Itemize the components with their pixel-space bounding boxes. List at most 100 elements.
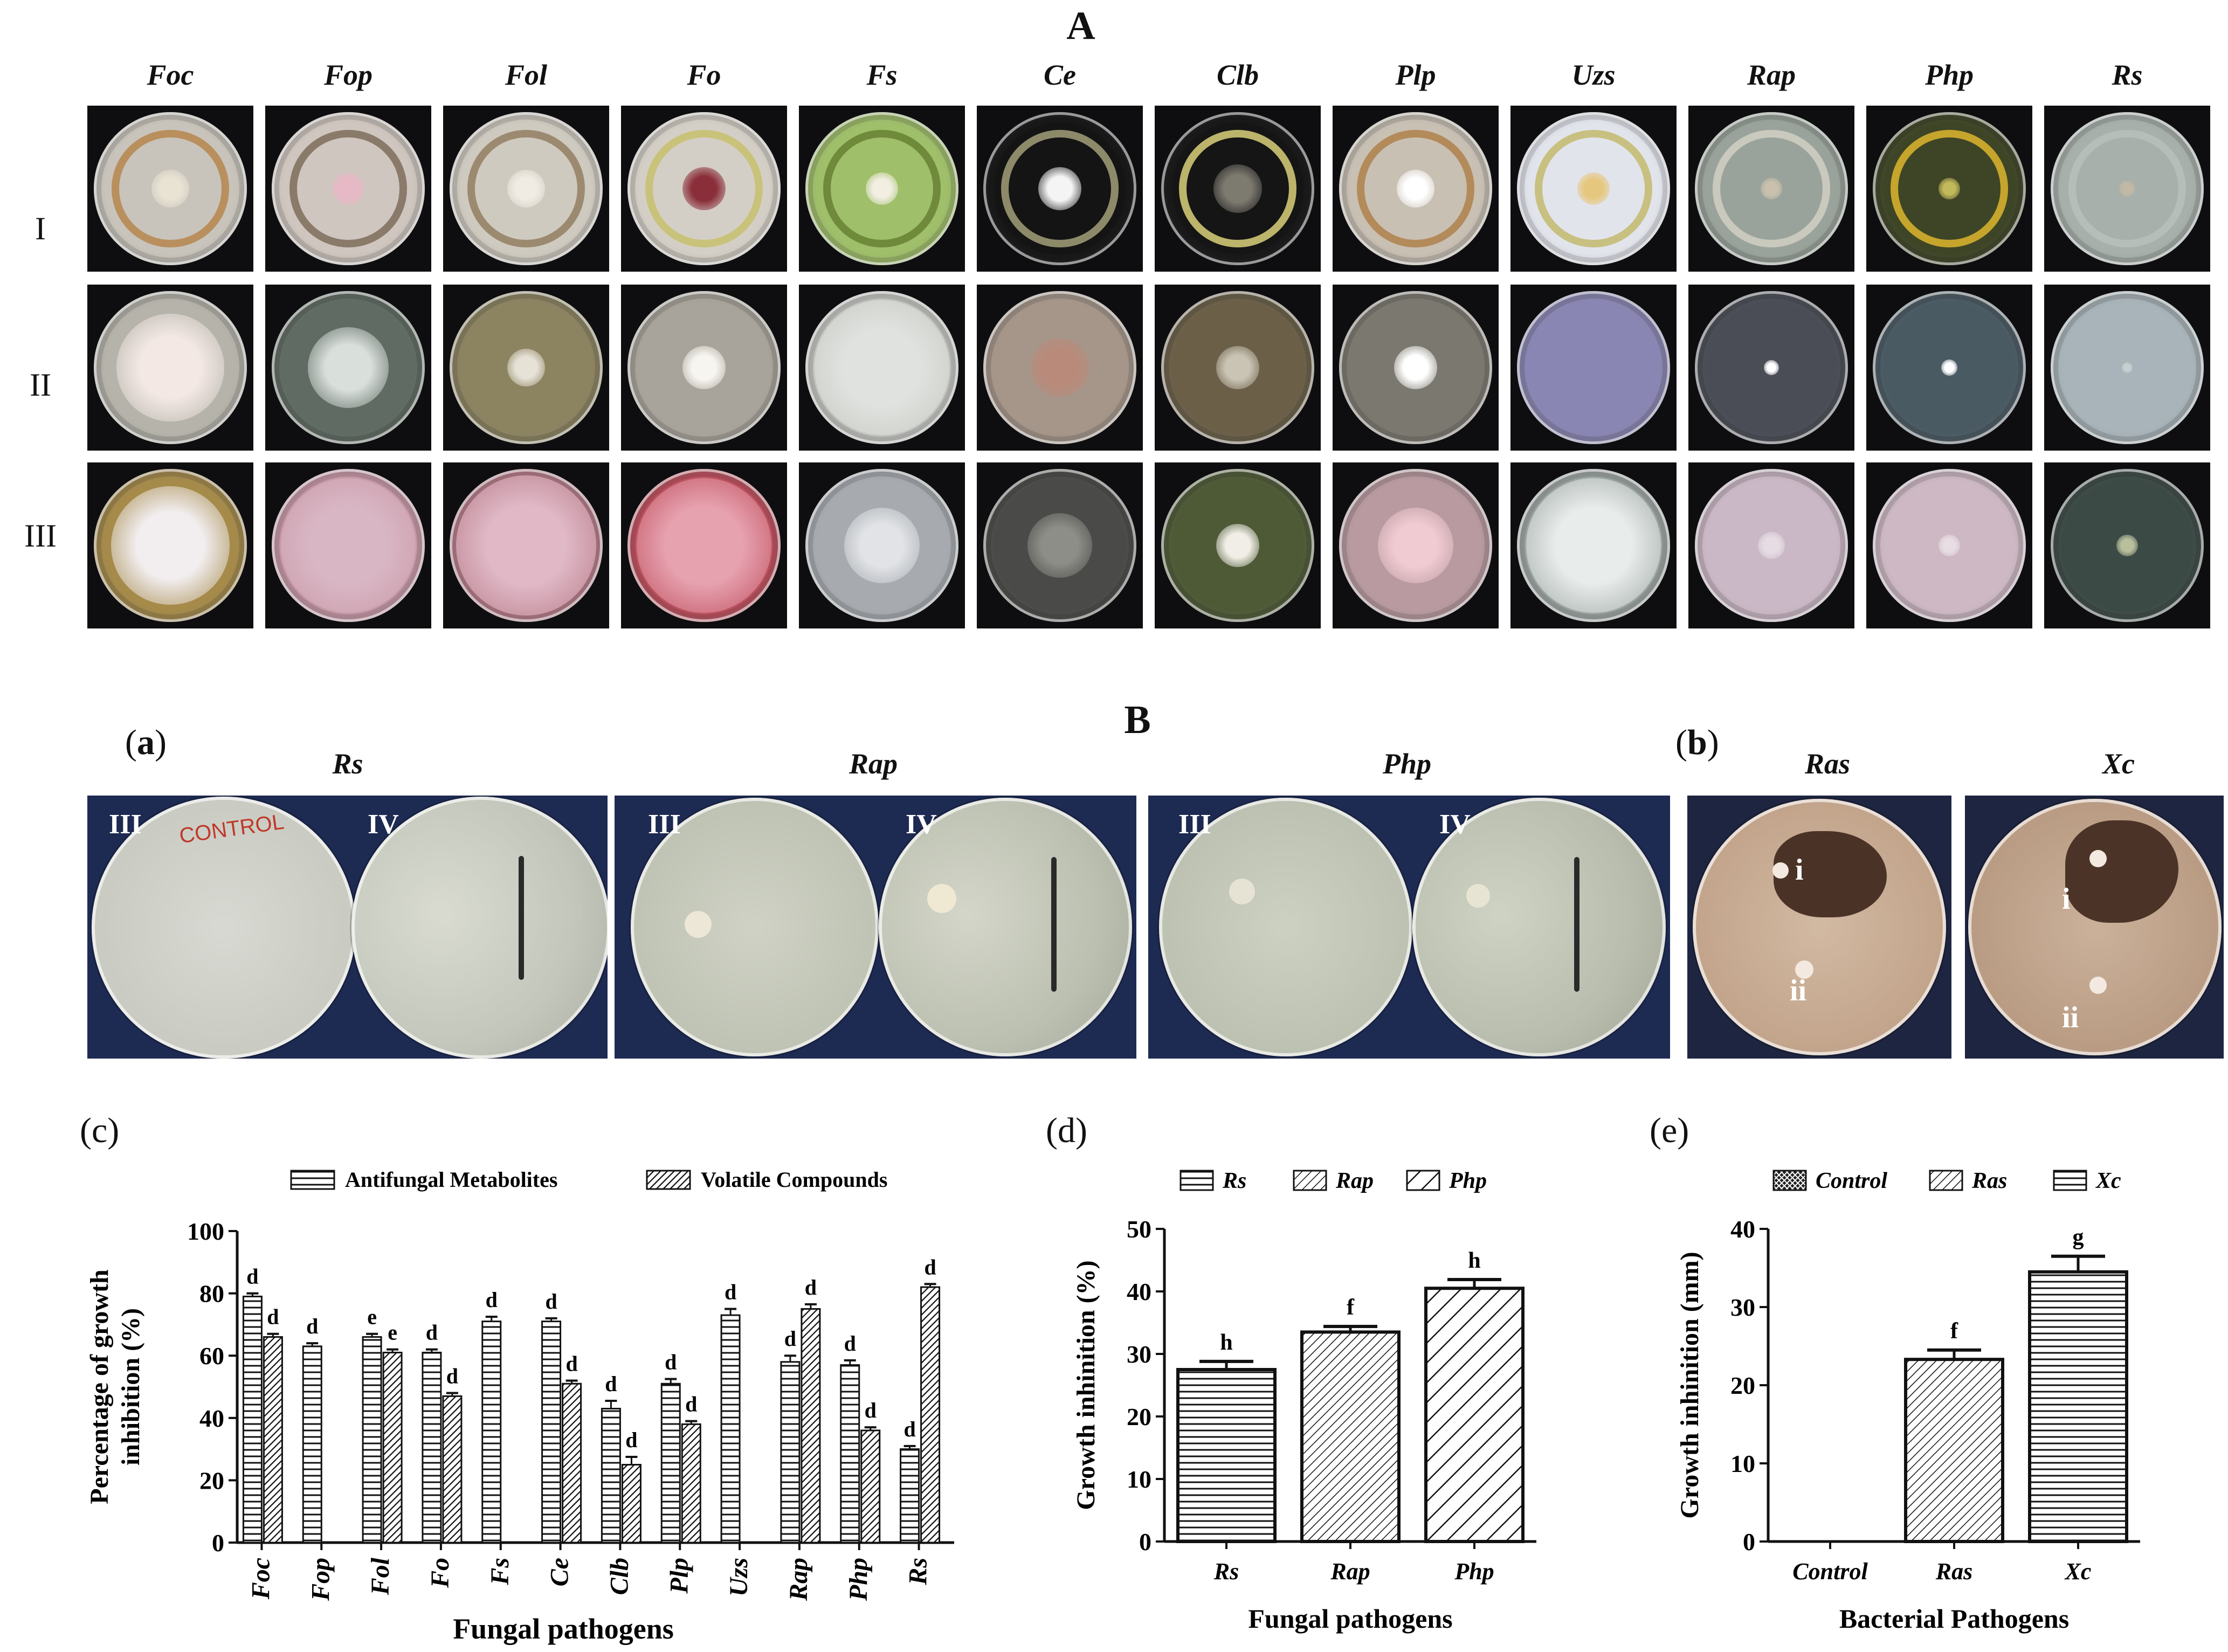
significance-letter: d [267, 1305, 279, 1329]
significance-letter: d [665, 1350, 677, 1374]
significance-letter: d [865, 1398, 877, 1422]
organism-label-rap: Rap [1747, 59, 1796, 91]
bar-fol-volatile [382, 1351, 403, 1544]
petri-plate-fol-row-2 [443, 285, 609, 451]
petri-plate-plp-row-1 [1333, 106, 1499, 272]
y-tick-label: 10 [1127, 1466, 1151, 1493]
significance-letter: d [784, 1326, 796, 1351]
bar-rap [1300, 1330, 1401, 1543]
spot-label-ras-i: i [1795, 853, 1804, 887]
x-tick-label-fol: Fol [366, 1557, 395, 1595]
bar-fs-metabolites [481, 1321, 502, 1544]
legend-label-1: Antifungal Metabolites [345, 1167, 557, 1192]
significance-letter: d [805, 1275, 817, 1300]
chart-c: (c) 0 20 40 60 80 100 Percentage of growth inhi… [0, 1110, 1024, 1649]
panel-a-letter: A [1066, 4, 1095, 48]
y-axis-title-line-2: inhibition (%) [116, 1308, 145, 1466]
petri-plate-clb-row-1 [1155, 106, 1321, 272]
plate-label-rap-4: IV [906, 809, 937, 840]
petri-plate-fs-row-3 [799, 462, 965, 628]
petri-plate-fol-row-3 [443, 462, 609, 628]
plate-rap-dual [879, 798, 1132, 1056]
plate-ras [1693, 799, 1946, 1055]
significance-letter: f [1950, 1319, 1958, 1344]
organism-label-rs: Rs [2112, 59, 2143, 91]
chart-d-svg: 0 10 20 30 40 50 Growth inhinition (%) Fungal p… [1072, 1169, 1536, 1634]
significance-letter: d [545, 1289, 557, 1314]
chart-e-svg: 0 10 20 30 40 Growth inhinition (mm) Bacterial… [1675, 1169, 2140, 1634]
plate-xc [1968, 799, 2222, 1055]
y-tick-label: 100 [187, 1218, 224, 1245]
y-tick-label: 50 [1127, 1215, 1151, 1243]
y-tick-label: 60 [199, 1342, 224, 1370]
petri-plate-php-row-2 [1866, 285, 2032, 451]
petri-plate-rs-row-2 [2044, 285, 2210, 451]
x-tick-label-ce: Ce [546, 1558, 574, 1586]
photo-rap: III IV [615, 796, 1136, 1059]
bar-php-volatile [860, 1429, 881, 1544]
significance-letter: g [2073, 1225, 2084, 1250]
petri-plate-fo-row-3 [621, 462, 787, 628]
significance-letter: d [625, 1428, 637, 1452]
bar-foc-volatile [263, 1336, 283, 1544]
petri-plate-fs-row-2 [799, 285, 965, 451]
petri-plate-rap-row-2 [1688, 285, 1854, 451]
spot-label-xc-ii: ii [2062, 1001, 2079, 1034]
bar-plp-metabolites [660, 1383, 681, 1544]
petri-plate-rap-row-3 [1688, 462, 1854, 628]
legend-label-2: Ras [1971, 1169, 2007, 1193]
y-axis-title: Growth inhinition (mm) [1675, 1252, 1704, 1518]
legend-label-3: Xc [2095, 1169, 2121, 1193]
petri-plate-ce-row-3 [977, 462, 1143, 628]
antagonist-streak [519, 856, 524, 980]
significance-letter: d [426, 1321, 438, 1345]
significance-letter: d [446, 1364, 458, 1388]
x-tick-label-ras: Ras [1935, 1558, 1972, 1585]
petri-plate-php-row-3 [1866, 462, 2032, 628]
bar-fop-metabolites [302, 1345, 322, 1544]
group-label-php: Php [1382, 748, 1432, 780]
petri-plate-fop-row-1 [265, 106, 431, 272]
legend-swatch-2 [1929, 1170, 1963, 1191]
legend-label-1: Control [1816, 1169, 1887, 1193]
significance-letter: h [1468, 1248, 1480, 1273]
y-tick-label: 40 [1127, 1278, 1151, 1305]
bar-foc-metabolites [242, 1295, 263, 1544]
y-axis-title: Growth inhinition (%) [1072, 1260, 1100, 1510]
antagonist-streak [1574, 857, 1579, 992]
organism-label-uzs: Uzs [1571, 59, 1616, 91]
row-label-2: II [30, 367, 51, 403]
chart-e-label: (e) [1650, 1111, 1689, 1150]
x-axis-title: Fungal pathogens [1248, 1603, 1452, 1634]
y-tick-label: 30 [1127, 1340, 1151, 1368]
significance-letter: e [367, 1305, 377, 1329]
chart-d-label: (d) [1046, 1111, 1087, 1150]
x-tick-label-fop: Fop [306, 1558, 335, 1601]
legend-swatch-3 [2053, 1170, 2087, 1191]
organism-label-foc: Foc [147, 59, 194, 91]
x-tick-label-fs: Fs [486, 1558, 514, 1586]
x-tick-label-foc: Foc [246, 1558, 275, 1600]
organism-label-php: Php [1925, 59, 1974, 91]
spot-label-xc-i: i [2062, 882, 2071, 916]
petri-plate-uzs-row-3 [1510, 462, 1677, 628]
significance-letter: d [844, 1331, 856, 1356]
photo-ras: i ii [1687, 796, 1951, 1059]
significance-letter: d [246, 1264, 258, 1289]
antagonist-streak [1051, 857, 1057, 992]
petri-plate-ce-row-1 [977, 106, 1143, 272]
x-tick-label-php: Php [844, 1558, 873, 1601]
y-tick-label: 0 [1139, 1528, 1151, 1556]
plate-php-control [1159, 798, 1412, 1056]
organism-label-fol: Fol [505, 59, 548, 91]
bar-fo-metabolites [422, 1351, 442, 1544]
organism-label-ce: Ce [1044, 59, 1076, 91]
x-tick-label-rap: Rap [784, 1558, 813, 1601]
legend-swatch-1 [1179, 1170, 1214, 1191]
organism-label-fs: Fs [866, 59, 898, 91]
y-tick-label: 80 [199, 1280, 224, 1308]
inhibition-zone [2065, 820, 2178, 923]
significance-letter: d [486, 1288, 498, 1312]
bar-rs-volatile [920, 1286, 941, 1544]
bar-fol-metabolites [362, 1336, 382, 1544]
